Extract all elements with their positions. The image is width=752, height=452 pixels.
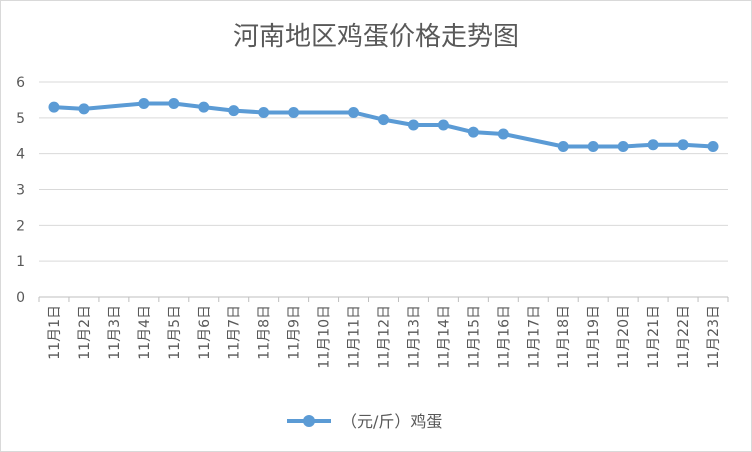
y-tick-label: 4	[16, 147, 25, 163]
data-point	[467, 126, 479, 138]
data-point	[497, 128, 509, 140]
legend-label: （元/斤）鸡蛋	[341, 412, 442, 431]
data-point	[138, 98, 150, 109]
data-point	[78, 103, 90, 115]
legend: （元/斤）鸡蛋	[287, 412, 442, 431]
data-point	[677, 139, 689, 151]
data-point	[48, 101, 60, 113]
data-point	[168, 98, 180, 109]
y-axis-ticks: 0 1 2 3 4 5 6	[16, 75, 25, 306]
x-tick-label: 11月12日	[377, 305, 393, 369]
x-tick-label: 11月5日	[167, 305, 183, 360]
data-point	[617, 141, 629, 152]
data-point	[228, 105, 240, 117]
data-point	[647, 139, 659, 151]
x-tick-label: 11月21日	[646, 305, 662, 369]
x-tick-label: 11月11日	[347, 305, 363, 369]
x-tick-label: 11月17日	[526, 305, 542, 369]
x-tick-label: 11月20日	[616, 305, 632, 369]
x-tick-label: 11月6日	[197, 305, 213, 360]
data-point	[557, 141, 569, 152]
data-point	[348, 106, 360, 118]
data-point	[258, 106, 270, 118]
legend-marker-icon	[303, 415, 315, 427]
y-tick-label: 1	[16, 254, 25, 270]
x-tick-label: 11月2日	[77, 305, 93, 360]
x-axis-ticks: 11月1日 11月2日 11月3日 11月4日 11月5日 11月6日 11月7日 11月8日…	[38, 297, 729, 369]
x-tick-label: 11月18日	[556, 305, 572, 369]
series-layer	[48, 98, 719, 152]
data-point	[288, 106, 300, 118]
y-tick-label: 0	[16, 290, 25, 306]
y-tick-label: 6	[16, 75, 25, 91]
data-point	[407, 119, 419, 131]
x-tick-label: 11月15日	[466, 305, 482, 369]
y-tick-label: 3	[16, 183, 25, 199]
data-point	[587, 141, 599, 152]
data-point	[707, 141, 719, 152]
y-tick-label: 5	[16, 111, 25, 127]
x-tick-label: 11月7日	[227, 305, 243, 360]
data-point	[198, 101, 210, 113]
x-tick-label: 11月16日	[496, 305, 512, 369]
x-tick-label: 11月19日	[586, 305, 602, 369]
x-tick-label: 11月14日	[436, 305, 452, 369]
x-tick-label: 11月3日	[107, 305, 123, 360]
x-tick-label: 11月4日	[137, 305, 153, 360]
chart-title: 河南地区鸡蛋价格走势图	[233, 22, 519, 52]
x-tick-label: 11月9日	[287, 305, 303, 360]
x-tick-label: 11月10日	[317, 305, 333, 369]
x-tick-label: 11月23日	[706, 305, 722, 369]
data-point	[437, 119, 449, 131]
data-point	[378, 114, 389, 126]
x-tick-label: 11月8日	[257, 305, 273, 360]
x-tick-label: 11月22日	[676, 305, 692, 369]
x-tick-label: 11月13日	[406, 305, 422, 369]
x-tick-label: 11月1日	[47, 305, 63, 360]
y-tick-label: 2	[16, 218, 25, 234]
